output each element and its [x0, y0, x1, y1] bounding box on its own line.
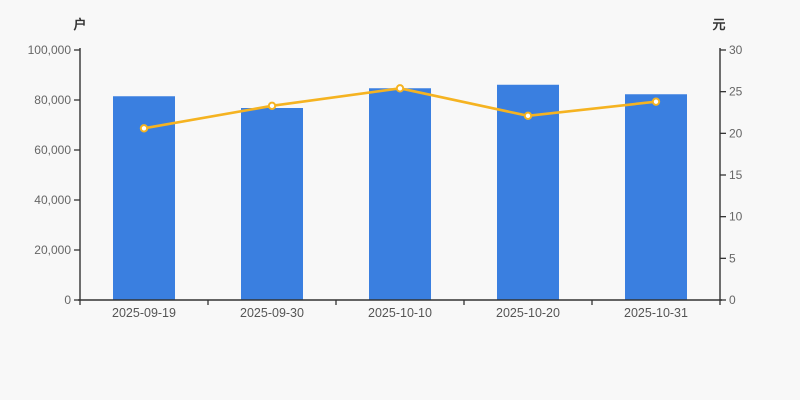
x-axis-date-label: 2025-10-31: [624, 306, 688, 320]
bar-2025-10-20: [497, 84, 559, 300]
line-marker-2025-09-19: [139, 124, 149, 133]
right-axis-tick-label: 20: [729, 126, 743, 140]
line-marker-2025-10-20: [523, 111, 533, 121]
right-axis-title: 元: [712, 17, 726, 32]
x-axis-date-label: 2025-09-19: [112, 306, 176, 320]
bar-2025-10-31: [625, 94, 687, 300]
right-axis-tick-label: 25: [729, 85, 743, 99]
left-axis-tick-label: 100,000: [28, 43, 72, 57]
right-axis-tick-label: 5: [729, 251, 736, 265]
x-axis-date-label: 2025-10-10: [368, 306, 432, 320]
left-axis-tick-label: 80,000: [34, 93, 71, 107]
line-marker-2025-09-30: [267, 101, 277, 111]
bar-2025-10-10: [369, 88, 431, 300]
left-axis-tick-label: 60,000: [34, 143, 71, 157]
line-marker-2025-10-31: [651, 97, 661, 106]
left-axis-tick-label: 0: [64, 293, 71, 307]
x-axis-date-label: 2025-10-20: [496, 306, 560, 320]
x-axis-date-label: 2025-09-30: [240, 306, 304, 320]
line-marker-2025-10-10: [395, 84, 405, 93]
right-axis-tick-label: 15: [729, 168, 743, 182]
left-axis-tick-label: 20,000: [34, 243, 71, 257]
left-axis-tick-label: 40,000: [34, 193, 71, 207]
left-axis-title: 户: [73, 17, 87, 32]
bar-2025-09-30: [241, 108, 303, 300]
right-axis-tick-label: 10: [729, 210, 743, 224]
right-axis-tick-label: 30: [729, 43, 743, 57]
right-axis-tick-label: 0: [729, 293, 736, 307]
